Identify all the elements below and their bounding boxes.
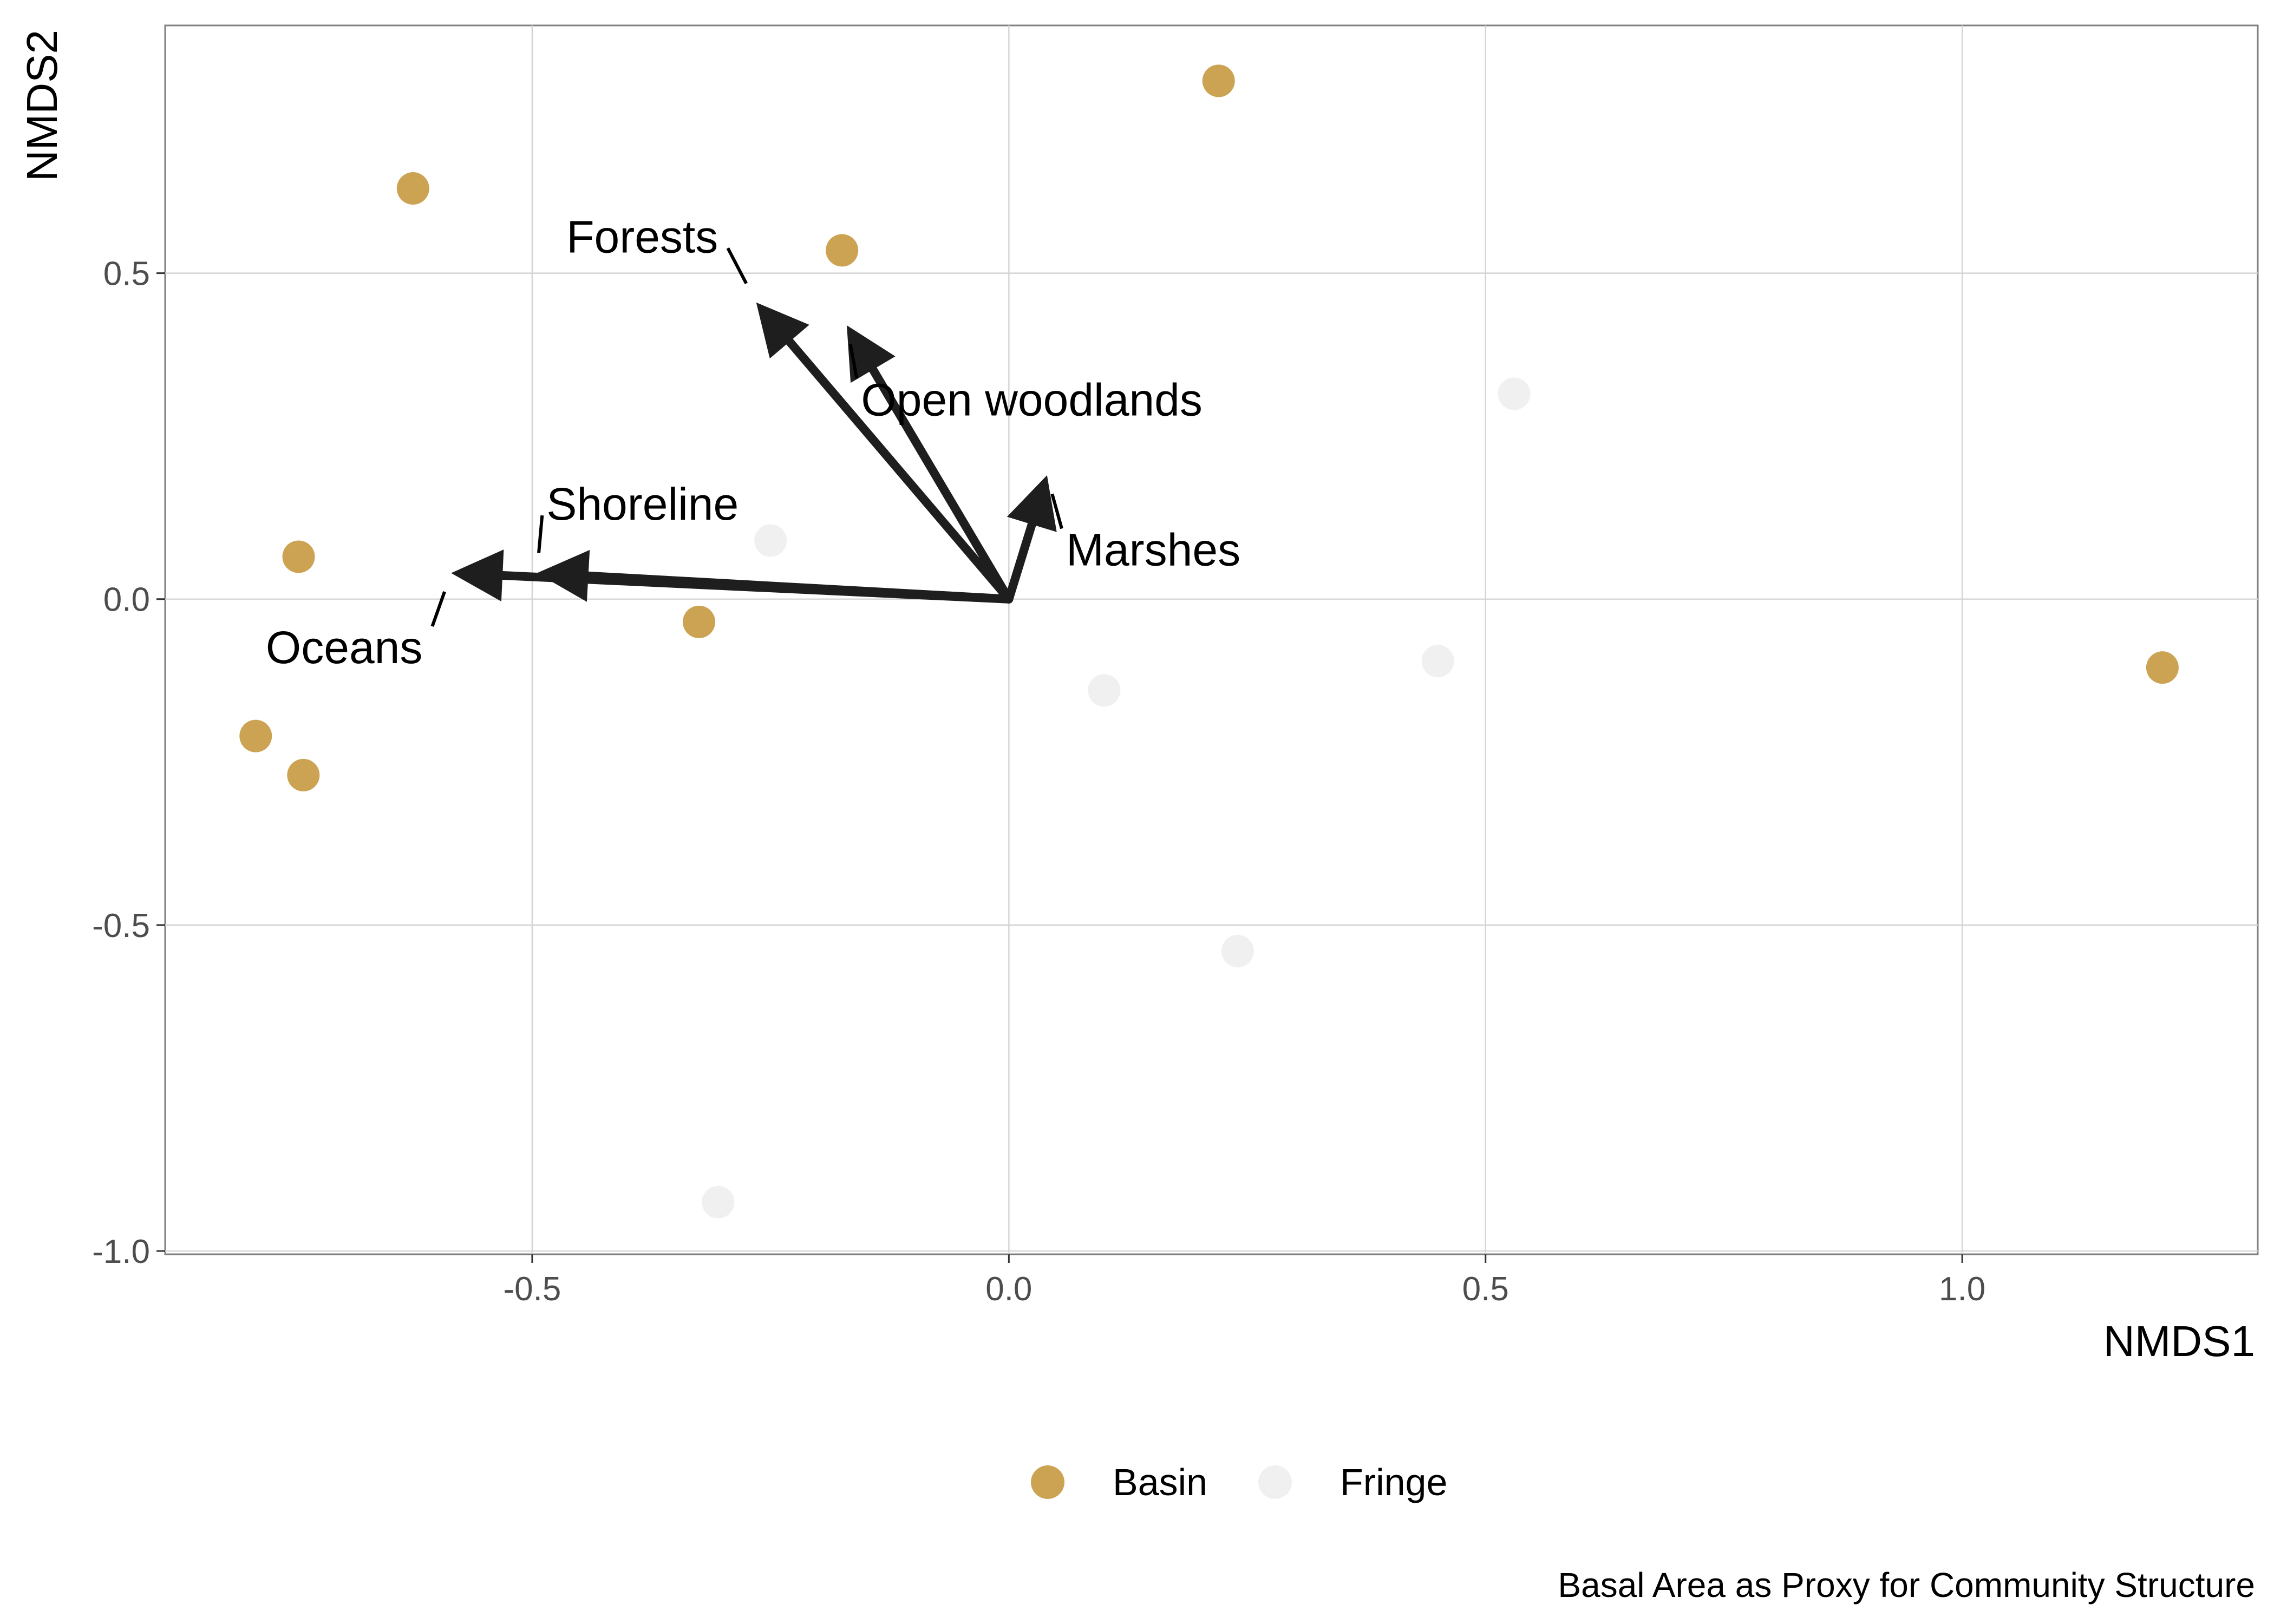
vector-label-leader [848, 343, 859, 379]
legend-fringe-label: Fringe [1340, 1461, 1447, 1503]
vector-labels: Forests Open woodlands Marshes Shoreline Oce… [266, 211, 1240, 673]
fringe-point [754, 524, 787, 557]
y-axis-title: NMDS2 [18, 30, 66, 181]
vector-label: Marshes [1066, 524, 1240, 575]
x-tick-label: -0.5 [503, 1271, 561, 1308]
vector-label-leader [537, 515, 544, 553]
x-axis-title: NMDS1 [2103, 1317, 2255, 1365]
legend-basin-label: Basin [1113, 1461, 1207, 1503]
vector-arrow-line [493, 571, 1014, 604]
y-tick-label: -1.0 [92, 1233, 150, 1271]
vector-arrow-line [1004, 515, 1038, 604]
basin-point [826, 234, 859, 267]
legend-basin-key [1031, 1465, 1064, 1499]
vector-arrow-line [781, 333, 1014, 604]
vector-label: Forests [566, 211, 718, 262]
basin-point [287, 758, 320, 791]
basin-point [239, 719, 272, 752]
vector-label-leader [726, 247, 748, 285]
x-tick-label: 0.5 [1462, 1271, 1509, 1308]
vector-label: Shoreline [546, 479, 739, 529]
basin-point [683, 605, 716, 638]
legend-fringe-key [1258, 1465, 1292, 1499]
ticks: -0.5 0.0 0.5 1.0 -1.0 -0.5 0.0 0.5 [92, 256, 1985, 1308]
fringe-point [1498, 377, 1531, 410]
x-tick-label: 0.0 [985, 1271, 1032, 1308]
vector-label: Oceans [266, 622, 423, 673]
vector-arrow-head [756, 302, 809, 359]
basin-point [396, 172, 429, 205]
y-tick-label: 0.5 [103, 256, 150, 293]
vector-label-leader [430, 591, 446, 627]
caption: Basal Area as Proxy for Community Struct… [1558, 1566, 2255, 1605]
plot-panel [164, 24, 2259, 1255]
fringe-point [1088, 674, 1121, 707]
points [239, 64, 2179, 1219]
fringe-point [1221, 935, 1254, 968]
y-tick-label: -0.5 [92, 907, 150, 945]
fringe-point [1421, 645, 1454, 678]
x-tick-label: 1.0 [1939, 1271, 1985, 1308]
basin-point [2146, 651, 2179, 684]
legend: Basin Fringe [1031, 1461, 1447, 1503]
vector-label-leader [1050, 493, 1063, 529]
vector-arrow-head [1007, 475, 1057, 532]
fringe-point [702, 1186, 735, 1219]
vector-arrow-head [847, 325, 896, 383]
vector-arrow-head [451, 549, 504, 601]
basin-point [282, 540, 315, 573]
vectors [451, 302, 1057, 604]
y-tick-label: 0.0 [103, 581, 150, 619]
vector-label: Open woodlands [861, 374, 1202, 425]
vector-arrow-line [866, 361, 1014, 604]
grid [165, 25, 2258, 1254]
basin-point [1202, 64, 1235, 97]
